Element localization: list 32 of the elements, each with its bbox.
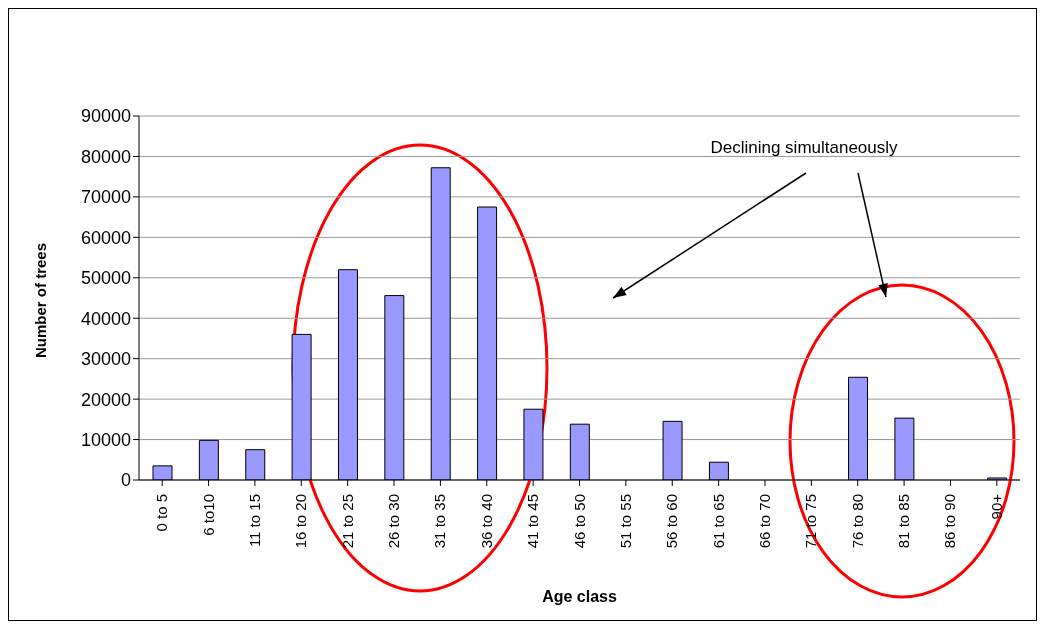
x-tick-label: 16 to 20 — [292, 494, 310, 549]
y-tick-label: 70000 — [80, 187, 131, 208]
x-tick-label: 0 to 5 — [153, 494, 171, 532]
y-tick-label: 90000 — [80, 106, 131, 127]
y-axis-title: Number of trees — [32, 242, 50, 358]
y-tick-label: 20000 — [80, 389, 131, 410]
x-tick-label: 66 to 70 — [755, 494, 773, 549]
x-tick-label: 71 to 75 — [802, 494, 820, 549]
x-tick-label: 36 to 40 — [477, 494, 495, 549]
y-tick-label: 0 — [120, 470, 131, 491]
x-tick-label: 11 to 15 — [245, 494, 263, 548]
x-tick-label: 41 to 45 — [524, 494, 542, 549]
x-tick-label: 56 to 60 — [663, 494, 681, 549]
y-tick-label: 30000 — [80, 349, 131, 370]
x-tick-label: 61 to 65 — [709, 494, 727, 549]
x-tick-label: 26 to 30 — [385, 494, 403, 549]
x-tick-label: 51 to 55 — [616, 494, 634, 549]
x-tick-label: 90+ — [987, 493, 1005, 520]
y-tick-label: 60000 — [80, 227, 131, 248]
x-tick-label: 76 to 80 — [848, 494, 866, 549]
y-tick-label: 80000 — [80, 146, 131, 167]
y-tick-label: 10000 — [80, 429, 131, 450]
y-tick-label: 40000 — [80, 308, 131, 329]
x-tick-label: 81 to 85 — [895, 494, 913, 549]
x-tick-label: 6 to10 — [199, 494, 217, 536]
annotation: Declining simultaneously — [710, 138, 899, 157]
x-tick-label: 86 to 90 — [941, 494, 959, 549]
x-axis-title: Age class — [542, 588, 617, 605]
y-tick-label: 50000 — [80, 268, 131, 289]
x-tick-label: 31 to 35 — [431, 494, 449, 549]
x-tick-label: 46 to 50 — [570, 494, 588, 549]
x-tick-label: 21 to 25 — [338, 494, 356, 549]
